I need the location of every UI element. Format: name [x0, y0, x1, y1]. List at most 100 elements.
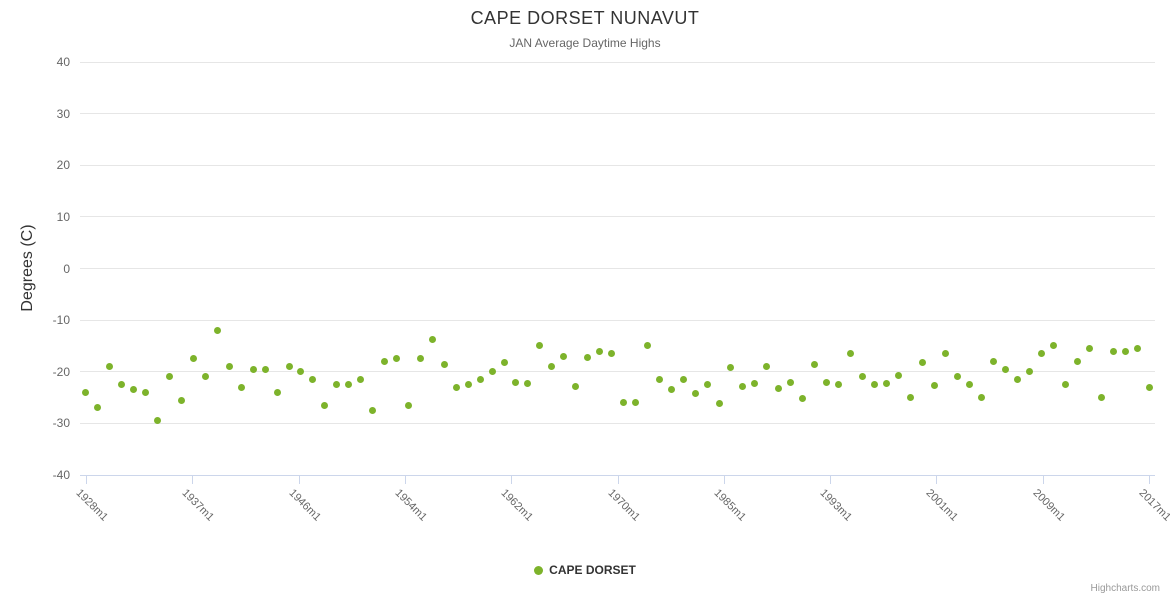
data-point[interactable]: [404, 401, 412, 409]
data-point[interactable]: [1121, 347, 1129, 355]
data-point[interactable]: [261, 365, 269, 373]
data-point[interactable]: [548, 363, 556, 371]
data-point[interactable]: [130, 386, 138, 394]
data-point[interactable]: [345, 381, 353, 389]
data-point[interactable]: [1002, 365, 1010, 373]
y-axis-tick-label: 40: [56, 55, 70, 69]
data-point[interactable]: [990, 357, 998, 365]
data-point[interactable]: [715, 400, 723, 408]
data-point[interactable]: [237, 383, 245, 391]
data-point[interactable]: [584, 353, 592, 361]
data-point[interactable]: [954, 373, 962, 381]
data-point[interactable]: [823, 378, 831, 386]
data-point[interactable]: [572, 382, 580, 390]
x-axis-tick-mark: [1042, 476, 1044, 484]
legend-marker-icon: [534, 565, 544, 575]
data-point[interactable]: [846, 349, 854, 357]
data-point[interactable]: [596, 347, 604, 355]
data-point[interactable]: [811, 360, 819, 368]
data-point[interactable]: [201, 373, 209, 381]
data-point[interactable]: [751, 380, 759, 388]
data-point[interactable]: [619, 399, 627, 407]
data-point[interactable]: [476, 375, 484, 383]
data-point[interactable]: [1097, 394, 1105, 402]
data-point[interactable]: [906, 394, 914, 402]
data-point[interactable]: [94, 404, 102, 412]
data-point[interactable]: [691, 389, 699, 397]
data-point[interactable]: [500, 358, 508, 366]
data-point[interactable]: [118, 381, 126, 389]
data-point[interactable]: [393, 355, 401, 363]
data-point[interactable]: [273, 388, 281, 396]
data-point[interactable]: [1026, 368, 1034, 376]
legend-item-cape-dorset[interactable]: CAPE DORSET: [0, 563, 1170, 577]
data-point[interactable]: [1133, 345, 1141, 353]
data-point[interactable]: [440, 360, 448, 368]
data-point[interactable]: [333, 381, 341, 389]
data-point[interactable]: [560, 352, 568, 360]
data-point[interactable]: [631, 399, 639, 407]
data-point[interactable]: [1061, 381, 1069, 389]
data-point[interactable]: [285, 363, 293, 371]
data-point[interactable]: [775, 384, 783, 392]
data-point[interactable]: [739, 382, 747, 390]
data-point[interactable]: [297, 368, 305, 376]
data-point[interactable]: [106, 363, 114, 371]
data-point[interactable]: [608, 350, 616, 358]
data-point[interactable]: [82, 388, 90, 396]
data-point[interactable]: [1085, 345, 1093, 353]
data-point[interactable]: [1073, 357, 1081, 365]
data-point[interactable]: [942, 350, 950, 358]
data-point[interactable]: [1049, 342, 1057, 350]
data-point[interactable]: [381, 357, 389, 365]
data-point[interactable]: [1109, 347, 1117, 355]
data-point[interactable]: [225, 363, 233, 371]
data-point[interactable]: [966, 381, 974, 389]
data-point[interactable]: [1038, 350, 1046, 358]
data-point[interactable]: [189, 355, 197, 363]
data-point[interactable]: [309, 375, 317, 383]
data-point[interactable]: [416, 355, 424, 363]
data-point[interactable]: [679, 375, 687, 383]
data-point[interactable]: [154, 417, 162, 425]
data-point[interactable]: [870, 381, 878, 389]
data-point[interactable]: [667, 386, 675, 394]
y-gridline: [80, 319, 1155, 321]
data-point[interactable]: [524, 379, 532, 387]
data-point[interactable]: [978, 394, 986, 402]
data-point[interactable]: [1145, 383, 1153, 391]
data-point[interactable]: [894, 372, 902, 380]
y-gridline: [80, 113, 1155, 115]
data-point[interactable]: [799, 395, 807, 403]
data-point[interactable]: [858, 373, 866, 381]
data-point[interactable]: [882, 380, 890, 388]
data-point[interactable]: [918, 359, 926, 367]
highcharts-credits-link[interactable]: Highcharts.com: [1090, 583, 1160, 594]
data-point[interactable]: [488, 368, 496, 376]
data-point[interactable]: [930, 382, 938, 390]
data-point[interactable]: [464, 381, 472, 389]
data-point[interactable]: [834, 381, 842, 389]
data-point[interactable]: [1014, 375, 1022, 383]
data-point[interactable]: [763, 363, 771, 371]
data-point[interactable]: [643, 342, 651, 350]
y-gridline: [80, 216, 1155, 218]
data-point[interactable]: [249, 365, 257, 373]
y-gridline: [80, 164, 1155, 166]
data-point[interactable]: [369, 406, 377, 414]
data-point[interactable]: [787, 378, 795, 386]
y-axis-tick-label: -40: [52, 468, 70, 482]
data-point[interactable]: [536, 342, 544, 350]
data-point[interactable]: [703, 381, 711, 389]
data-point[interactable]: [178, 396, 186, 404]
data-point[interactable]: [727, 364, 735, 372]
data-point[interactable]: [213, 326, 221, 334]
data-point[interactable]: [655, 375, 663, 383]
data-point[interactable]: [512, 378, 520, 386]
data-point[interactable]: [357, 375, 365, 383]
data-point[interactable]: [166, 373, 174, 381]
data-point[interactable]: [142, 388, 150, 396]
data-point[interactable]: [321, 401, 329, 409]
data-point[interactable]: [452, 383, 460, 391]
data-point[interactable]: [428, 336, 436, 344]
